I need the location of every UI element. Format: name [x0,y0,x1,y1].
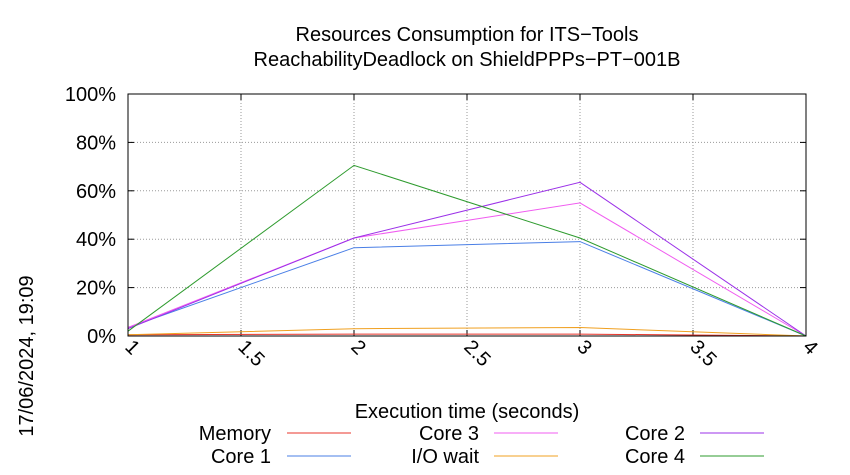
timestamp: 17/06/2024, 19:09 [16,275,38,436]
x-tick-label: 3 [572,336,595,359]
y-tick-label: 40% [76,229,116,251]
y-tick-label: 0% [87,326,116,348]
y-tick-label: 80% [76,132,116,154]
series-line-core-1 [127,241,807,337]
series-line-core-3 [127,202,807,337]
x-tick-label: 3.5 [685,336,720,371]
chart-title: Resources Consumption for ITS−Tools Reac… [254,24,681,71]
chart-title-line-2: ReachabilityDeadlock on ShieldPPPs−PT−00… [254,49,681,71]
y-axis-ticks: 0% 20% 40% 60% 80% 100% [65,84,806,348]
legend-label: Memory [199,423,271,445]
legend-label: Core 3 [419,423,479,445]
series-lines [127,164,807,337]
plot-frame [127,93,807,337]
legend-label: I/O wait [411,446,479,468]
chart-title-line-1: Resources Consumption for ITS−Tools [296,24,639,46]
legend-label: Core 2 [625,423,685,445]
legend-label: Core 4 [625,446,685,468]
series-line-memory [127,333,807,337]
y-tick-label: 60% [76,181,116,203]
y-tick-label: 100% [65,84,116,106]
x-axis-label: Execution time (seconds) [355,401,580,423]
x-tick-label: 2 [346,336,369,359]
legend-label: Core 1 [211,446,271,468]
x-tick-label: 4 [798,336,821,359]
x-tick-label: 1 [120,336,143,359]
x-tick-label: 2.5 [459,336,494,371]
series-line-core-2 [127,181,807,337]
series-line-core-4 [127,164,807,337]
y-tick-label: 20% [76,278,116,300]
x-tick-label: 1.5 [233,336,268,371]
grid [128,94,806,336]
x-axis-ticks: 1 1.5 2 2.5 3 3.5 4 [120,94,822,371]
series-line-i-o-wait [127,326,807,337]
